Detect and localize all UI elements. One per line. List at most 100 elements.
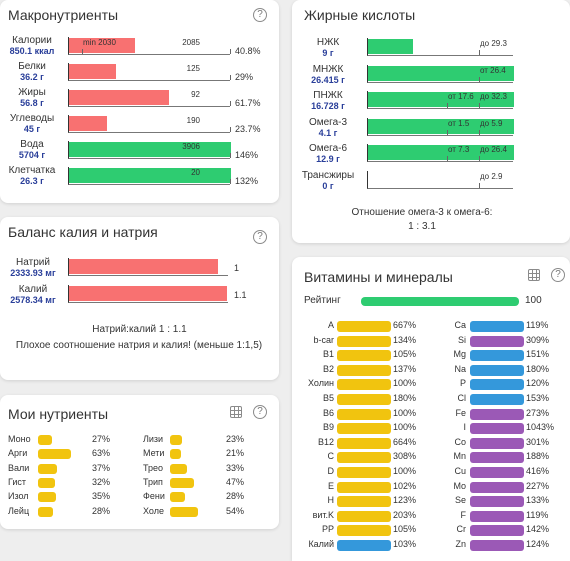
mineral-row: Mo 227%	[292, 481, 570, 494]
nutrient-name: B9	[322, 422, 334, 433]
nutrient-name: Mg	[453, 349, 466, 360]
nutrient-bar	[470, 496, 524, 508]
nutrient-percent: 105%	[393, 524, 417, 535]
macro-name: Углеводы	[9, 113, 55, 124]
macro-label: Вода 5704 г	[0, 139, 64, 161]
nutrient-bar	[470, 467, 524, 478]
nutrient-bar	[337, 321, 391, 332]
nutrient-row: Лейц 28%	[0, 506, 279, 519]
nutrient-percent: 203%	[393, 509, 417, 520]
nutrient-percent: 137%	[393, 363, 417, 374]
fatty-tick	[447, 103, 448, 108]
nutrient-percent: 100%	[393, 378, 417, 389]
nutrient-name: Cu	[454, 466, 466, 476]
fatty-bar	[368, 65, 514, 81]
nutrient-bar	[470, 437, 524, 449]
mineral-row: Cu 416%	[292, 466, 570, 479]
macro-min-label: min 2030	[83, 38, 116, 47]
nutrient-name: B1	[322, 349, 334, 360]
nutrient-row: Вали 37%	[0, 463, 279, 476]
macro-label: Белки 36.2 г	[0, 61, 64, 83]
sodium-potassium-ratio: Натрий:калий 1 : 1.1	[92, 324, 187, 335]
nutrient-percent: 119%	[526, 509, 549, 520]
nutrient-percent: 273%	[526, 407, 550, 418]
macronutrients-card: Макронутриенты ? Калории 850.1 ккал 2085 mi…	[0, 0, 279, 203]
nutrient-name: Na	[454, 363, 466, 374]
vitamins-minerals-card: Витамины и минералы ? Рейтинг 100 A 667% b…	[292, 257, 570, 561]
help-icon[interactable]: ?	[551, 268, 565, 282]
nutrient-percent: 309%	[526, 334, 550, 345]
nutrient-bar	[470, 423, 524, 435]
macro-name: Калории	[12, 35, 52, 46]
table-view-icon[interactable]	[230, 406, 242, 418]
vitamin-row: B1 105%	[292, 349, 570, 362]
fatty-range-from: от 1.5	[448, 118, 470, 128]
nutrient-row: Изол 35%	[0, 491, 279, 504]
nutrient-name: B2	[322, 363, 334, 374]
balance-value: 2578.34 мг	[10, 295, 56, 305]
mineral-row: Mn 188%	[292, 451, 570, 464]
vitamin-row: Холин 100%	[292, 378, 570, 391]
macro-tick	[230, 49, 231, 54]
macro-bar	[69, 116, 107, 131]
vitamin-row: PP 105%	[292, 524, 570, 537]
macro-target-label: 92	[191, 90, 200, 99]
nutrient-name: Ca	[454, 320, 466, 330]
nutrient-percent: 151%	[526, 349, 550, 360]
nutrient-bar	[470, 510, 524, 522]
fatty-track: от 17.6 до 32.3	[367, 91, 514, 109]
nutrient-row: Арги 63%	[0, 448, 279, 461]
nutrient-percent: 47%	[226, 476, 245, 487]
nutrient-name: Гист	[8, 476, 27, 487]
nutrient-row: Моно 27%	[0, 434, 279, 447]
nutrient-name: Mn	[453, 451, 466, 462]
fatty-value: 16.728 г	[311, 101, 345, 111]
macro-name: Белки	[18, 61, 46, 72]
vitamin-row: B12 664%	[292, 437, 570, 450]
nutrient-name: Si	[457, 334, 466, 345]
nutrient-bar	[337, 408, 391, 420]
nutrient-percent: 28%	[92, 505, 111, 516]
nutrient-percent: 1043%	[526, 422, 555, 433]
help-icon[interactable]: ?	[253, 230, 267, 244]
help-icon[interactable]: ?	[253, 405, 267, 419]
nutrient-name: Калий	[308, 539, 334, 549]
macro-target-label: 2085	[182, 38, 200, 47]
macro-tick	[230, 127, 231, 132]
nutrient-percent: 227%	[526, 480, 550, 491]
nutrient-bar	[337, 540, 391, 551]
nutrient-name: Холин	[308, 378, 334, 389]
potassium-sodium-card: Баланс калия и натрия ? Натрий 2333.93 мг…	[0, 217, 279, 380]
table-view-icon[interactable]	[528, 269, 540, 281]
nutrient-name: Трип	[143, 476, 163, 487]
fatty-range: от 26.4	[480, 65, 506, 75]
nutrient-bar	[470, 481, 524, 493]
macro-tick	[230, 75, 231, 80]
nutrient-percent: 102%	[393, 480, 417, 491]
balance-name: Натрий	[16, 257, 50, 268]
macro-tick	[230, 153, 231, 158]
nutrient-percent: 105%	[393, 349, 417, 360]
fatty-tick	[479, 156, 480, 161]
fatty-bar	[368, 39, 413, 54]
help-icon[interactable]: ?	[253, 8, 267, 22]
balance-bar	[69, 259, 218, 274]
balance-value: 2333.93 мг	[10, 268, 56, 278]
nutrient-percent: 21%	[226, 448, 245, 459]
balance-label: Калий 2578.34 мг	[0, 284, 66, 306]
fatty-range-from: от 7.3	[448, 145, 470, 154]
nutrient-row: Гист 32%	[0, 477, 279, 490]
macro-label: Углеводы 45 г	[0, 113, 64, 135]
macro-name: Клетчатка	[8, 165, 56, 176]
vitamin-row: B5 180%	[292, 393, 570, 406]
fatty-label: Омега-3 4.1 г	[292, 117, 364, 139]
rating-label: Рейтинг	[304, 295, 341, 306]
fatty-range-to: до 5.9	[480, 118, 503, 128]
nutrient-percent: 33%	[226, 462, 245, 473]
nutrient-bar	[337, 496, 391, 508]
fatty-label: НЖК 9 г	[292, 37, 364, 59]
nutrient-bar	[170, 449, 181, 460]
mineral-row: Cl 153%	[292, 393, 570, 406]
nutrient-percent: 180%	[393, 393, 417, 403]
vitamins-title: Витамины и минералы	[304, 269, 453, 285]
